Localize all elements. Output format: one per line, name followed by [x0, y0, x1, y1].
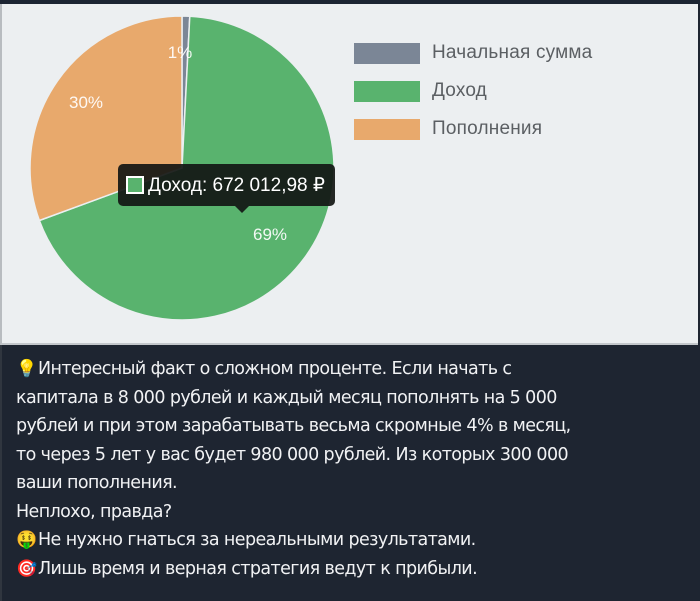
line-text: рублей и при этом зарабатывать весьма ск… [16, 416, 571, 436]
message-line: Неплохо, правда? [16, 498, 682, 527]
line-text: Интересный факт о сложном проценте. Если… [38, 359, 512, 379]
legend-item-initial-sum[interactable]: Начальная сумма [354, 34, 592, 72]
message-line: капитала в 8 000 рублей и каждый месяц п… [16, 384, 682, 413]
message-line: ваши пополнения. [16, 469, 682, 498]
legend-swatch-deposits [354, 118, 420, 140]
legend-label: Пополнения [432, 118, 543, 139]
slice-percent-label: 69% [253, 225, 287, 244]
line-text: Неплохо, правда? [16, 501, 172, 522]
tooltip-swatch [126, 176, 144, 194]
slice-percent-label: 30% [69, 93, 103, 112]
money-mouth-face-icon: 🤑 [16, 530, 37, 550]
chart-legend: Начальная сумма Доход Пополнения [354, 34, 592, 148]
legend-label: Начальная сумма [432, 42, 593, 63]
tooltip-text: Доход: 672 012,98 ₽ [148, 174, 325, 196]
message-line: рублей и при этом зарабатывать весьма ск… [16, 412, 682, 441]
legend-swatch-initial-sum [354, 42, 420, 64]
legend-label: Доход [432, 80, 487, 101]
message-line: 🤑Не нужно гнаться за нереальными результ… [16, 526, 682, 555]
message-line: 💡Интересный факт о сложном проценте. Есл… [16, 355, 682, 384]
legend-item-income[interactable]: Доход [354, 72, 592, 110]
chart-panel: 1% 69% 30% Начальная сумма Доход Пополнени… [0, 4, 698, 345]
direct-hit-icon: 🎯 [16, 558, 37, 579]
tooltip-arrow [235, 206, 249, 213]
line-text: ваши пополнения. [16, 473, 178, 493]
line-text: капитала в 8 000 рублей и каждый месяц п… [16, 387, 557, 408]
legend-swatch-income [354, 80, 420, 102]
slice-percent-label: 1% [168, 43, 193, 62]
chart-tooltip: Доход: 672 012,98 ₽ [118, 164, 335, 206]
message-line: 🎯Лишь время и верная стратегия ведут к п… [16, 555, 682, 584]
line-text: то через 5 лет у вас будет 980 000 рубле… [16, 444, 569, 465]
light-bulb-icon: 💡 [16, 359, 37, 379]
line-text: Не нужно гнаться за нереальными результа… [38, 530, 476, 550]
top-bar [0, 0, 700, 4]
line-text: Лишь время и верная стратегия ведут к пр… [38, 558, 478, 579]
message-text: 💡Интересный факт о сложном проценте. Есл… [0, 345, 698, 601]
message-line: то через 5 лет у вас будет 980 000 рубле… [16, 441, 682, 470]
legend-item-deposits[interactable]: Пополнения [354, 110, 592, 148]
